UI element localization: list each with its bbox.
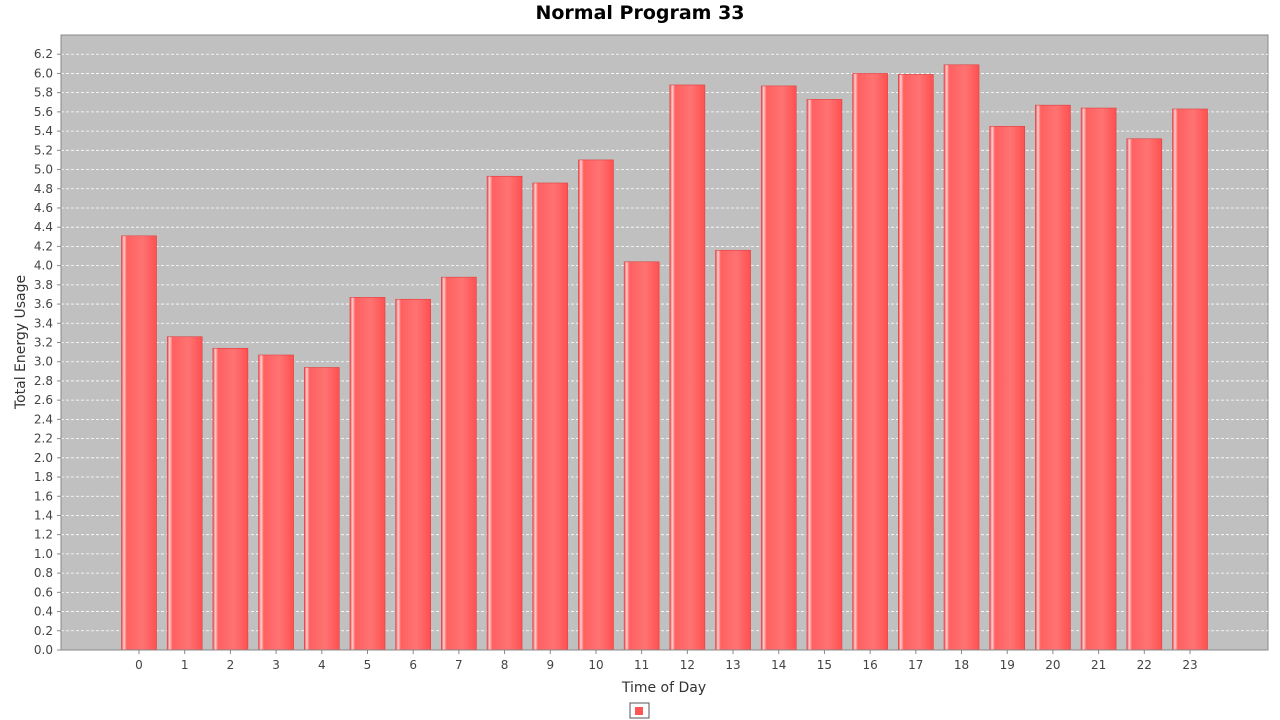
y-tick-label: 1.4	[34, 508, 53, 522]
y-tick-label: 3.8	[34, 278, 53, 292]
bar	[532, 182, 569, 651]
x-tick-label: 23	[1182, 658, 1197, 672]
bar	[715, 249, 751, 651]
bar	[989, 125, 1026, 651]
bar	[898, 74, 934, 651]
y-tick-label: 5.6	[34, 105, 53, 119]
y-tick-label: 0.6	[34, 585, 53, 599]
y-tick-label: 3.6	[34, 297, 53, 311]
y-tick-label: 2.2	[34, 432, 53, 446]
bar	[212, 347, 249, 651]
bar	[1126, 138, 1163, 651]
x-tick-label: 2	[227, 658, 235, 672]
bar	[623, 261, 660, 651]
y-tick-label: 5.0	[34, 163, 53, 177]
y-tick-label: 1.2	[34, 528, 53, 542]
y-tick-label: 3.0	[34, 355, 53, 369]
y-tick-label: 1.6	[34, 489, 53, 503]
x-tick-label: 18	[954, 658, 969, 672]
bar	[1035, 104, 1071, 651]
x-tick-label: 11	[634, 658, 649, 672]
y-tick-label: 6.0	[34, 66, 53, 80]
y-tick-label: 1.8	[34, 470, 53, 484]
x-tick-label: 15	[817, 658, 832, 672]
x-tick-label: 16	[862, 658, 877, 672]
y-tick-label: 4.0	[34, 259, 53, 273]
bar	[669, 84, 706, 651]
y-axis-label: Total Energy Usage	[13, 275, 29, 410]
bars	[121, 64, 1208, 651]
bar	[760, 85, 797, 651]
bar	[121, 235, 157, 651]
x-tick-label: 4	[318, 658, 326, 672]
y-tick-label: 3.4	[34, 316, 53, 330]
legend	[629, 702, 650, 719]
y-tick-label: 3.2	[34, 336, 53, 350]
bar	[1080, 107, 1117, 651]
x-tick-label: 19	[1000, 658, 1015, 672]
bar	[578, 159, 614, 651]
y-tick-label: 4.8	[34, 182, 53, 196]
y-tick-label: 4.6	[34, 201, 53, 215]
x-tick-label: 0	[135, 658, 143, 672]
y-tick-label: 5.2	[34, 143, 53, 157]
bar	[441, 276, 477, 651]
x-tick-label: 1	[181, 658, 189, 672]
x-tick-label: 22	[1137, 658, 1152, 672]
x-tick-label: 6	[409, 658, 417, 672]
bar	[303, 367, 340, 651]
y-axis: 0.0 0.2 0.4 0.6 0.8 1.0 1.2 1.4 1.6 1.8 2.0 2.2 2.4 2…	[34, 35, 62, 657]
y-tick-label: 4.2	[34, 239, 53, 253]
y-tick-label: 6.2	[34, 47, 53, 61]
x-tick-label: 20	[1045, 658, 1060, 672]
x-tick-label: 8	[501, 658, 509, 672]
x-axis-label: Time of Day	[621, 680, 706, 696]
y-tick-label: 0.4	[34, 605, 53, 619]
x-tick-label: 13	[725, 658, 740, 672]
y-tick-label: 2.6	[34, 393, 53, 407]
bar	[943, 64, 980, 651]
y-tick-label: 0.2	[34, 624, 53, 638]
x-tick-label: 3	[272, 658, 280, 672]
y-tick-label: 0.0	[34, 643, 53, 657]
x-axis: 0 1 2 3 4 5 6 7 8 9 10 11 12 13 14 15 16 17 18 19 20 21 22 23	[61, 649, 1268, 672]
y-tick-label: 2.4	[34, 412, 53, 426]
bar	[166, 336, 203, 651]
y-tick-label: 2.8	[34, 374, 53, 388]
legend-swatch	[635, 707, 643, 715]
bar	[258, 354, 294, 651]
x-tick-label: 12	[680, 658, 695, 672]
bar	[349, 297, 386, 651]
x-tick-label: 17	[908, 658, 923, 672]
bar	[806, 99, 843, 651]
y-tick-label: 5.8	[34, 86, 53, 100]
x-tick-label: 9	[546, 658, 554, 672]
y-tick-label: 4.4	[34, 220, 53, 234]
y-tick-label: 1.0	[34, 547, 53, 561]
x-tick-label: 21	[1091, 658, 1106, 672]
x-tick-label: 5	[364, 658, 372, 672]
chart-title: Normal Program 33	[535, 2, 745, 24]
y-tick-label: 5.4	[34, 124, 53, 138]
bar	[486, 175, 523, 651]
bar	[852, 73, 888, 651]
bar	[395, 298, 431, 651]
y-tick-label: 2.0	[34, 451, 53, 465]
x-tick-label: 14	[771, 658, 786, 672]
bar	[1172, 108, 1208, 651]
x-tick-label: 7	[455, 658, 463, 672]
y-tick-label: 0.8	[34, 566, 53, 580]
x-tick-label: 10	[588, 658, 603, 672]
